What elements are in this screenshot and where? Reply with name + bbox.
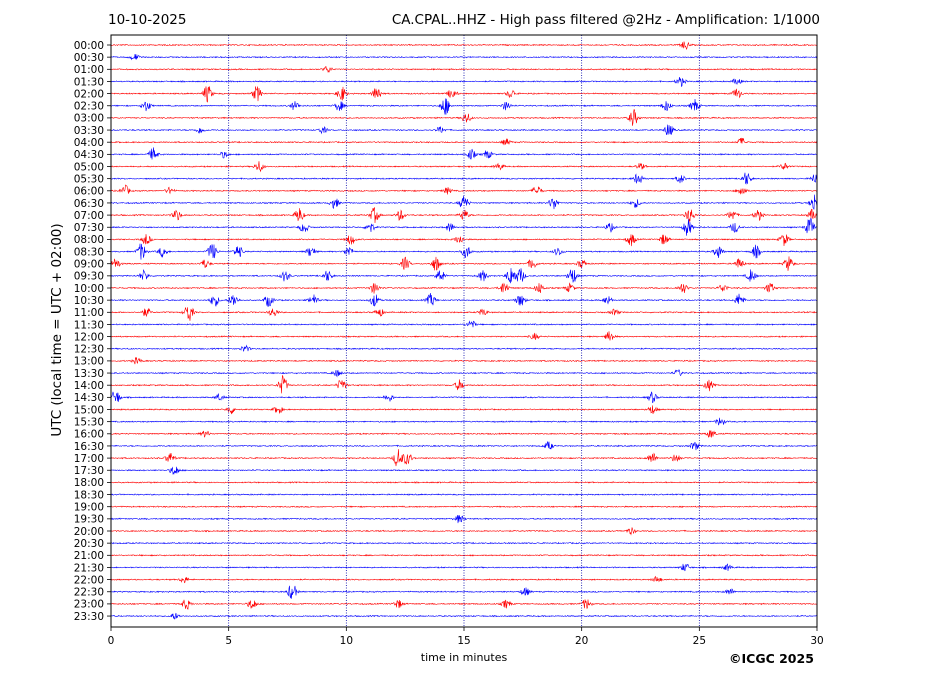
y-tick-label: 23:30 bbox=[74, 611, 104, 623]
trace-0430 bbox=[110, 147, 818, 160]
y-tick-label: 21:00 bbox=[74, 550, 104, 562]
trace-2130 bbox=[110, 563, 818, 572]
plot-frame bbox=[110, 34, 818, 628]
y-tick-label: 23:00 bbox=[74, 599, 104, 611]
trace-0200 bbox=[110, 86, 818, 103]
y-tick-label: 03:30 bbox=[74, 125, 104, 137]
y-tick-label: 21:30 bbox=[74, 562, 104, 574]
y-tick-label: 19:00 bbox=[74, 502, 104, 514]
y-tick-label: 16:30 bbox=[74, 441, 104, 453]
y-tick-label: 04:30 bbox=[74, 149, 104, 161]
y-tick-label: 15:00 bbox=[74, 404, 104, 416]
y-tick-label: 12:00 bbox=[74, 331, 104, 343]
x-tick-label: 0 bbox=[108, 635, 115, 647]
trace-0630 bbox=[110, 194, 818, 210]
y-tick-label: 02:30 bbox=[74, 101, 104, 113]
trace-0730 bbox=[110, 217, 817, 236]
trace-1900 bbox=[110, 505, 818, 508]
grid-layer bbox=[228, 35, 700, 627]
y-tick-label: 22:30 bbox=[74, 587, 104, 599]
trace-1230 bbox=[110, 344, 818, 352]
trace-1430 bbox=[110, 391, 818, 404]
y-tick-label: 20:30 bbox=[74, 538, 104, 550]
trace-1200 bbox=[110, 331, 818, 341]
y-tick-label: 09:30 bbox=[74, 271, 104, 283]
y-tick-label: 17:00 bbox=[74, 453, 104, 465]
trace-0030 bbox=[110, 53, 818, 61]
trace-1930 bbox=[110, 515, 818, 524]
trace-2230 bbox=[110, 585, 818, 599]
y-tick-label: 16:00 bbox=[74, 429, 104, 441]
y-tick-label: 00:00 bbox=[74, 40, 104, 52]
trace-0130 bbox=[110, 76, 818, 88]
y-tick-label: 10:30 bbox=[74, 295, 104, 307]
y-tick-label: 14:00 bbox=[74, 380, 104, 392]
x-tick-label: 25 bbox=[693, 635, 706, 647]
chart-title: CA.CPAL..HHZ - High pass filtered @2Hz -… bbox=[391, 12, 820, 28]
y-tick-label: 04:00 bbox=[74, 137, 104, 149]
y-tick-label: 07:00 bbox=[74, 210, 104, 222]
trace-1830 bbox=[110, 493, 818, 496]
trace-0900 bbox=[110, 256, 818, 271]
y-tick-label: 13:00 bbox=[74, 356, 104, 368]
y-tick-label: 02:00 bbox=[74, 88, 104, 100]
y-tick-label: 19:30 bbox=[74, 514, 104, 526]
y-tick-label: 08:00 bbox=[74, 234, 104, 246]
copyright-notice: ©ICGC 2025 bbox=[729, 651, 814, 666]
y-tick-label: 05:30 bbox=[74, 173, 104, 185]
y-tick-label: 05:00 bbox=[74, 161, 104, 173]
trace-0500 bbox=[110, 161, 818, 173]
y-tick-label: 15:30 bbox=[74, 416, 104, 428]
y-tick-label: 08:30 bbox=[74, 246, 104, 258]
trace-2200 bbox=[110, 575, 818, 584]
y-tick-label: 18:30 bbox=[74, 489, 104, 501]
y-tick-label: 01:30 bbox=[74, 76, 104, 88]
trace-0100 bbox=[110, 66, 818, 73]
trace-1600 bbox=[110, 430, 818, 439]
x-axis-label: time in minutes bbox=[420, 651, 508, 664]
trace-1530 bbox=[110, 417, 818, 426]
y-tick-label: 06:00 bbox=[74, 186, 104, 198]
x-tick-label: 5 bbox=[225, 635, 232, 647]
trace-2300 bbox=[110, 599, 818, 610]
x-tick-label: 10 bbox=[340, 635, 353, 647]
trace-1130 bbox=[110, 320, 818, 328]
trace-0400 bbox=[110, 137, 818, 146]
x-tick-label: 30 bbox=[810, 635, 823, 647]
y-tick-label: 18:00 bbox=[74, 477, 104, 489]
y-tick-label: 09:00 bbox=[74, 259, 104, 271]
y-tick-label: 17:30 bbox=[74, 465, 104, 477]
y-tick-label: 22:00 bbox=[74, 574, 104, 586]
y-tick-label: 14:30 bbox=[74, 392, 104, 404]
y-tick-label: 13:30 bbox=[74, 368, 104, 380]
date-label: 10-10-2025 bbox=[108, 12, 187, 28]
y-tick-label: 12:30 bbox=[74, 344, 104, 356]
y-tick-label: 11:00 bbox=[74, 307, 104, 319]
x-tick-label: 15 bbox=[457, 635, 470, 647]
y-tick-label: 01:00 bbox=[74, 64, 104, 76]
y-tick-label: 11:30 bbox=[74, 319, 104, 331]
y-tick-label: 06:30 bbox=[74, 198, 104, 210]
y-tick-label: 03:00 bbox=[74, 113, 104, 125]
tick-layer: 00:0000:3001:0001:3002:0002:3003:0003:30… bbox=[74, 40, 824, 647]
y-tick-label: 10:00 bbox=[74, 283, 104, 295]
trace-0830 bbox=[110, 243, 818, 260]
trace-1100 bbox=[110, 307, 818, 321]
y-tick-label: 07:30 bbox=[74, 222, 104, 234]
y-tick-label: 00:30 bbox=[74, 52, 104, 64]
y-tick-label: 20:00 bbox=[74, 526, 104, 538]
x-tick-label: 20 bbox=[575, 635, 588, 647]
